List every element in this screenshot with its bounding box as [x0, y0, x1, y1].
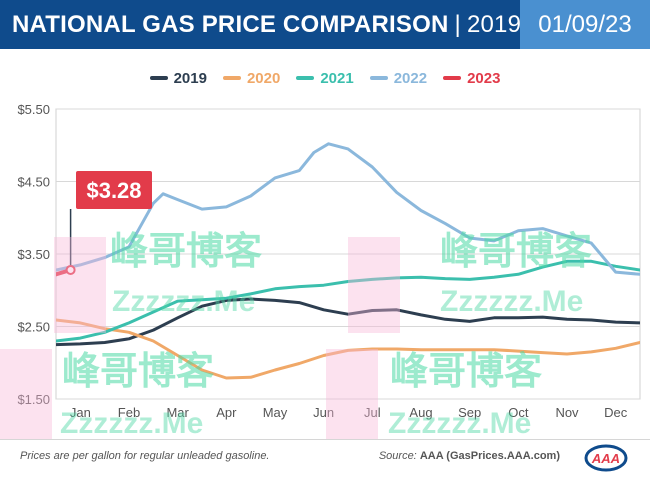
legend: 2019 2020 2021 2022 2023	[0, 68, 650, 88]
series-line-2019	[56, 297, 640, 347]
legend-item-2021: 2021	[296, 68, 354, 88]
legend-swatch-2023	[443, 76, 462, 80]
x-tick-label: Oct	[508, 405, 529, 420]
x-tick-label: Mar	[166, 405, 189, 420]
title-main: NATIONAL GAS PRICE COMPARISON	[12, 10, 449, 38]
legend-label-2020: 2020	[246, 69, 281, 87]
watermark-text-cn: 峰哥博客	[440, 230, 592, 273]
aaa-logo-text: AAA	[591, 451, 620, 466]
series-line-2020	[56, 318, 640, 380]
source-value: AAA (GasPrices.AAA.com)	[419, 450, 560, 462]
legend-item-2022: 2022	[369, 68, 428, 88]
x-tick-label: Jan	[70, 405, 91, 420]
watermark-tile	[348, 237, 400, 333]
callout-label: $3.28	[86, 178, 141, 203]
chart-title: NATIONAL GAS PRICE COMPARISON | 2019-202…	[0, 0, 583, 49]
watermark-text-en: Zzzzzz.Me	[440, 285, 583, 318]
title-separator: |	[454, 10, 461, 38]
x-tick-label: Jul	[364, 405, 381, 420]
callout-box	[76, 171, 152, 209]
legend-label-2021: 2021	[320, 69, 354, 87]
x-tick-label: Aug	[409, 405, 432, 420]
legend-item-2023: 2023	[443, 68, 500, 88]
y-tick-label: $4.50	[17, 175, 50, 190]
watermark-text-en: Zzzzzz.Me	[388, 407, 531, 439]
header: NATIONAL GAS PRICE COMPARISON | 2019-202…	[0, 0, 650, 49]
legend-swatch-2020	[222, 76, 241, 80]
series-line-2022	[56, 142, 640, 276]
y-tick-label: $1.50	[17, 392, 50, 407]
legend-swatch-2021	[296, 76, 315, 80]
watermark-tile	[54, 237, 106, 333]
source-label: Source:	[378, 450, 417, 462]
watermark-text-cn: 峰哥博客	[390, 350, 542, 393]
legend-label-2019: 2019	[173, 69, 207, 87]
callout-marker	[65, 264, 76, 275]
y-tick-label: $3.50	[17, 247, 50, 262]
watermark-text-en: Zzzzzz.Me	[60, 407, 203, 439]
watermark-text-cn: 峰哥博客	[62, 350, 214, 393]
legend-swatch-2019	[149, 76, 168, 80]
chart-area	[0, 49, 650, 440]
legend-swatch-2022	[369, 76, 388, 80]
x-axis: Jan Feb Mar Apr May Jun Jul Aug Sep Oct Nov Dec	[70, 405, 628, 420]
watermark-tile	[326, 349, 378, 439]
legend-item-2019: 2019	[149, 68, 207, 88]
series-group	[56, 142, 640, 380]
footer: Prices are per gallon for regular unlead…	[0, 440, 650, 477]
price-callout: $3.28	[65, 171, 152, 275]
y-axis: $1.50 $2.50 $3.50 $4.50 $5.50	[17, 102, 50, 407]
x-tick-label: Jun	[313, 405, 334, 420]
series-line-2021	[56, 259, 640, 343]
line-chart: $1.50 $2.50 $3.50 $4.50 $5.50 Jan Feb Mar Apr Ma…	[0, 102, 641, 439]
x-tick-label: Apr	[216, 405, 237, 420]
legend-label-2023: 2023	[467, 69, 501, 87]
watermark-text-en: Zzzzzz.Me	[112, 285, 255, 318]
x-tick-label: Sep	[458, 405, 481, 420]
x-tick-label: Dec	[604, 405, 628, 420]
date-badge: 01/09/23	[520, 0, 650, 49]
source-credit: Source: AAA (GasPrices.AAA.com)	[379, 450, 560, 462]
footnote: Prices are per gallon for regular unlead…	[20, 450, 270, 462]
x-tick-label: May	[263, 405, 288, 420]
x-tick-label: Feb	[118, 405, 140, 420]
y-tick-label: $5.50	[17, 102, 50, 117]
x-tick-label: Nov	[555, 405, 579, 420]
watermark-tile	[0, 349, 52, 439]
grid	[55, 108, 641, 400]
legend-label-2022: 2022	[393, 69, 428, 87]
y-tick-label: $2.50	[17, 320, 50, 335]
aaa-logo: AAA	[584, 444, 628, 472]
watermark-text-cn: 峰哥博客	[110, 230, 262, 273]
legend-item-2020: 2020	[222, 68, 281, 88]
